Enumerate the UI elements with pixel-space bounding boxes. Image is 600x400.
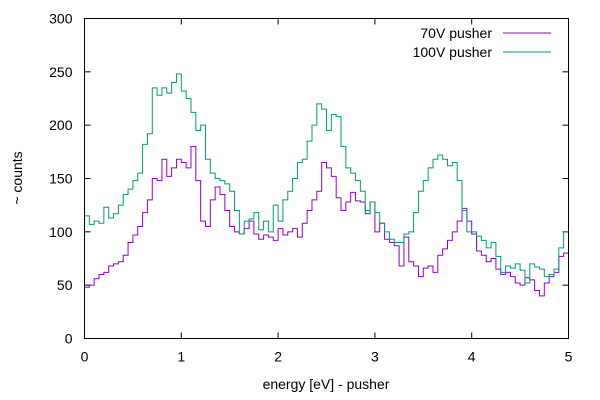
series-line-1 bbox=[84, 146, 569, 297]
y-tick-label: 0 bbox=[65, 331, 73, 347]
y-tick-label: 300 bbox=[49, 11, 73, 27]
x-axis-label: energy [eV] - pusher bbox=[263, 376, 390, 392]
x-tick-label: 1 bbox=[177, 349, 185, 365]
series-line-2 bbox=[84, 73, 569, 284]
legend: 70V pusher 100V pusher bbox=[413, 25, 551, 60]
y-axis-label: ~ counts bbox=[9, 151, 25, 204]
x-tick-label: 3 bbox=[371, 349, 379, 365]
x-tick-label: 5 bbox=[565, 349, 573, 365]
legend-label: 70V pusher bbox=[420, 25, 492, 41]
x-tick-label: 4 bbox=[468, 349, 476, 365]
y-axis: 0 50 100 150 200 250 300 bbox=[49, 11, 569, 347]
x-tick-label: 0 bbox=[81, 349, 89, 365]
x-axis: 0 1 2 3 4 5 bbox=[81, 18, 573, 365]
x-tick-label: 2 bbox=[274, 349, 282, 365]
y-tick-label: 50 bbox=[57, 277, 73, 293]
y-tick-label: 150 bbox=[49, 171, 73, 187]
series-layer bbox=[84, 73, 569, 297]
y-tick-label: 200 bbox=[49, 117, 73, 133]
y-tick-label: 250 bbox=[49, 64, 73, 80]
legend-label: 100V pusher bbox=[413, 44, 493, 60]
y-tick-label: 100 bbox=[49, 224, 73, 240]
